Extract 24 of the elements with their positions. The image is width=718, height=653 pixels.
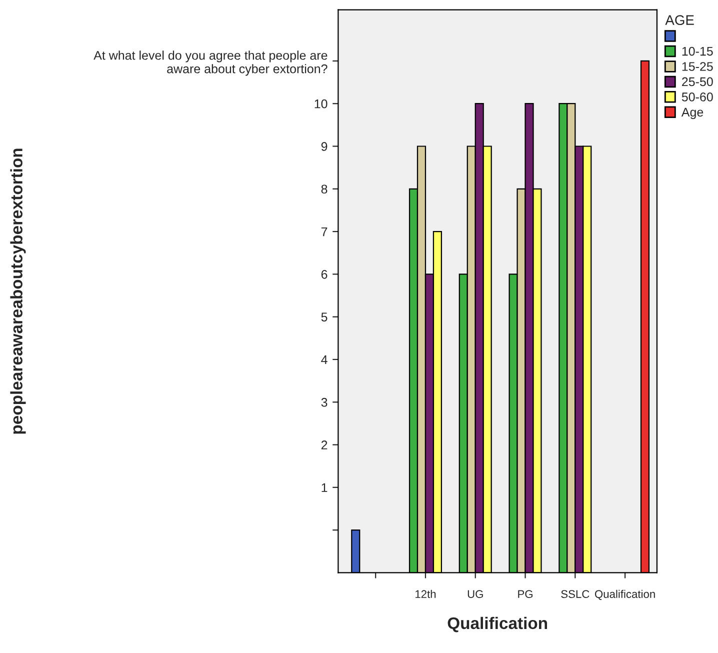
x-tick-label: SSLC: [561, 590, 590, 598]
x-tick-label: Qualification: [594, 590, 655, 600]
y-tick-label: 5: [321, 312, 328, 322]
y-tick-label: 1: [322, 483, 328, 492]
y-tick-label: 8: [321, 184, 328, 194]
x-tick-label: PG: [518, 590, 532, 598]
x-axis-title: Qualification: [448, 616, 548, 632]
y-tick-label: 3: [321, 398, 328, 407]
legend-label: 25-50: [682, 77, 713, 86]
legend-title: AGE: [665, 15, 694, 25]
y-tick-label: 9: [321, 142, 328, 151]
legend-label: 10-15: [682, 46, 713, 56]
y-tick-label: At what level do you agree that people are aware about cyber extortion?: [94, 50, 328, 76]
x-tick-label: 12th: [416, 590, 436, 598]
y-tick-label: 10: [314, 99, 328, 108]
legend-label: Age: [681, 108, 704, 120]
legend-label: 50-60: [682, 92, 713, 102]
legend-label: 15-25: [682, 62, 713, 71]
y-tick-label: 6: [321, 270, 328, 279]
y-tick-label: 7: [321, 227, 328, 236]
y-axis-title: peopleareawareaboutcyberextortion: [10, 148, 26, 434]
y-tick-label: 2: [321, 440, 328, 450]
x-tick-label: UG: [468, 590, 483, 598]
y-tick-label: 4: [321, 355, 328, 364]
